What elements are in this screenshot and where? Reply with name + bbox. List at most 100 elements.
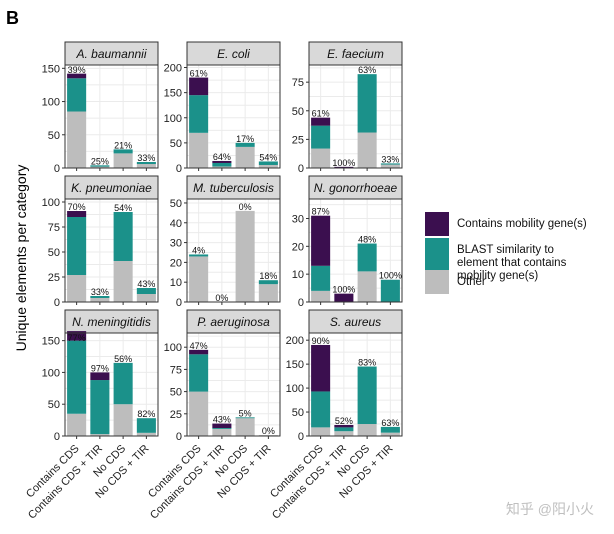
y-tick-label: 0 <box>298 297 304 309</box>
bar-other-contains-cds <box>311 290 331 302</box>
y-tick-label: 100 <box>286 383 304 395</box>
y-tick-label: 50 <box>170 387 182 399</box>
bar-other-no-cds <box>235 418 255 436</box>
legend-label-line: mobility gene(s) <box>457 270 538 282</box>
bar-label-no-cds-tir: 33% <box>137 153 155 163</box>
bar-label-contains-cds: 39% <box>68 65 86 75</box>
y-tick-label: 25 <box>48 272 60 284</box>
bar-blast-no-cds-tir <box>136 162 156 165</box>
y-tick-label: 75 <box>170 364 182 376</box>
bar-label-no-cds: 5% <box>239 408 252 418</box>
bar-other-contains-cds-tir <box>90 298 110 302</box>
bar-label-contains-cds-tir: 43% <box>213 415 231 425</box>
bar-blast-no-cds-tir <box>258 161 278 165</box>
bar-mobility-contains-cds-tir <box>90 372 110 381</box>
bar-label-contains-cds: 90% <box>312 336 330 346</box>
y-tick-label: 50 <box>48 399 60 411</box>
bar-other-contains-cds-tir <box>334 431 354 436</box>
bar-label-contains-cds: 70% <box>68 202 86 212</box>
bar-label-no-cds-tir: 82% <box>137 409 155 419</box>
bar-other-contains-cds-tir <box>90 434 110 436</box>
y-tick-label: 50 <box>48 247 60 259</box>
bar-mobility-contains-cds <box>67 211 87 217</box>
y-tick-label: 50 <box>292 106 304 118</box>
bar-other-contains-cds-tir <box>212 428 232 436</box>
y-tick-label: 150 <box>42 63 60 75</box>
y-tick-label: 100 <box>164 342 182 354</box>
bar-blast-contains-cds-tir <box>90 296 110 298</box>
bar-blast-contains-cds <box>311 265 331 291</box>
bar-label-no-cds-tir: 33% <box>381 154 399 164</box>
y-tick-label: 0 <box>298 431 304 443</box>
panel-border-s-aureus <box>308 332 403 437</box>
strip-title-e-faecium: E. faecium <box>327 47 384 61</box>
panel-border-e-coli <box>186 64 281 169</box>
bar-blast-no-cds <box>357 243 377 272</box>
y-tick-label: 30 <box>170 238 182 250</box>
bar-other-contains-cds <box>189 391 209 436</box>
bar-blast-contains-cds <box>189 254 209 257</box>
y-tick-label: 100 <box>42 97 60 109</box>
strip-title-s-aureus: S. aureus <box>330 315 381 329</box>
y-tick-label: 0 <box>54 163 60 175</box>
bar-mobility-contains-cds-tir <box>212 160 232 163</box>
bar-other-no-cds-tir <box>136 432 156 436</box>
bar-other-contains-cds <box>67 111 87 168</box>
strip-title-p-aeruginosa: P. aeruginosa <box>197 315 270 329</box>
bar-other-no-cds-tir <box>380 432 400 436</box>
y-tick-label: 150 <box>286 359 304 371</box>
bar-other-no-cds-tir <box>136 294 156 302</box>
bar-other-contains-cds <box>311 148 331 168</box>
bar-other-no-cds-tir <box>136 164 156 168</box>
bar-mobility-contains-cds-tir <box>334 424 354 428</box>
strip-title-m-tuberculosis: M. tuberculosis <box>193 181 274 195</box>
bar-blast-no-cds <box>235 142 255 147</box>
bar-mobility-contains-cds <box>189 349 209 355</box>
y-tick-label: 200 <box>164 63 182 75</box>
bar-label-no-cds: 17% <box>236 134 254 144</box>
y-tick-label: 20 <box>170 257 182 269</box>
bar-label-contains-cds: 61% <box>312 109 330 119</box>
bar-label-contains-cds-tir: 97% <box>91 363 109 373</box>
y-tick-label: 150 <box>164 88 182 100</box>
panel-k-pneumoniae: K. pneumoniae 70% 33% 54% 43% 0 25 50 75 100 <box>42 175 159 309</box>
y-tick-label: 150 <box>42 336 60 348</box>
bar-label-contains-cds-tir: 100% <box>332 285 355 295</box>
panel-border-m-tuberculosis <box>186 198 281 303</box>
y-tick-label: 0 <box>176 297 182 309</box>
bar-blast-contains-cds-tir <box>334 427 354 432</box>
strip-title-n-gonorrhoeae: N. gonorrhoeae <box>314 181 398 195</box>
bar-mobility-contains-cds <box>189 77 209 96</box>
bar-mobility-contains-cds <box>67 331 87 341</box>
bar-blast-contains-cds <box>311 125 331 149</box>
bar-label-contains-cds-tir: 100% <box>332 158 355 168</box>
panel-e-faecium: E. faecium 61% 100% 63% 33% 0 25 50 75 <box>292 41 403 175</box>
bar-blast-contains-cds <box>67 78 87 112</box>
bar-label-no-cds: 83% <box>358 358 376 368</box>
bar-blast-no-cds <box>113 149 133 154</box>
bar-mobility-contains-cds <box>311 215 331 266</box>
bar-mobility-contains-cds <box>311 117 331 126</box>
bar-other-no-cds <box>113 153 133 168</box>
panel-border-a-baumannii <box>64 64 159 169</box>
y-tick-label: 0 <box>298 163 304 175</box>
bar-blast-contains-cds-tir <box>212 162 232 167</box>
bar-other-no-cds-tir <box>258 284 278 302</box>
bar-blast-no-cds-tir <box>258 280 278 285</box>
bar-label-no-cds: 21% <box>114 140 132 150</box>
y-tick-label: 50 <box>48 130 60 142</box>
bar-other-no-cds <box>357 132 377 168</box>
bar-other-no-cds-tir <box>380 164 400 168</box>
bar-other-no-cds <box>235 146 255 168</box>
bar-blast-no-cds-tir <box>136 288 156 294</box>
y-tick-label: 100 <box>42 197 60 209</box>
panel-border-p-aeruginosa <box>186 332 281 437</box>
bar-label-contains-cds: 61% <box>190 69 208 79</box>
y-tick-label: 75 <box>292 77 304 89</box>
legend-label-line: Contains mobility gene(s) <box>457 218 587 230</box>
bar-mobility-contains-cds <box>67 73 87 79</box>
